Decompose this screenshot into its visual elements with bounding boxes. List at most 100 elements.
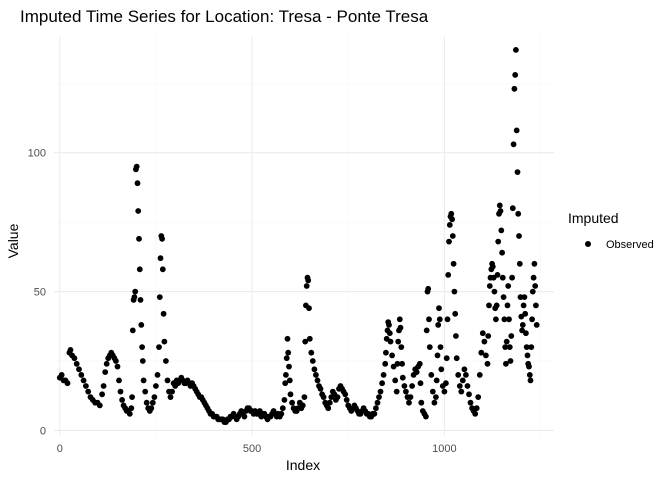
data-point <box>530 274 537 281</box>
data-point <box>453 333 459 339</box>
data-point <box>287 391 294 398</box>
data-point <box>527 377 534 384</box>
data-point <box>389 352 395 359</box>
data-point <box>309 358 316 364</box>
data-point <box>466 391 472 398</box>
data-point <box>163 358 169 364</box>
data-point <box>114 363 121 370</box>
data-point <box>499 249 505 256</box>
data-point <box>401 383 408 389</box>
x-tick-label: 0 <box>57 443 63 455</box>
data-point <box>149 399 156 406</box>
data-point <box>399 360 405 367</box>
data-point <box>326 399 333 406</box>
data-point <box>143 399 150 406</box>
data-point <box>134 180 141 187</box>
data-point <box>493 316 499 323</box>
data-point <box>467 399 474 406</box>
data-point <box>289 399 295 406</box>
data-point <box>407 394 414 400</box>
data-point <box>161 338 168 345</box>
data-point <box>83 383 89 389</box>
data-point <box>148 405 155 412</box>
data-point <box>433 377 440 384</box>
data-point <box>132 288 139 295</box>
data-point <box>499 274 506 281</box>
data-point <box>533 302 539 309</box>
data-point <box>129 327 136 334</box>
data-point <box>142 388 149 395</box>
data-point <box>303 283 310 289</box>
x-axis-ticks: 0 500 1000 <box>57 443 457 455</box>
data-point <box>129 394 136 400</box>
data-point <box>441 388 448 395</box>
data-point <box>483 352 489 359</box>
y-axis-label: Value <box>5 223 21 258</box>
data-point <box>313 372 319 378</box>
data-point <box>531 260 538 267</box>
data-point <box>167 394 174 400</box>
data-point <box>495 238 502 245</box>
data-point <box>437 344 444 350</box>
data-point <box>506 316 512 323</box>
data-point <box>137 297 144 303</box>
data-point <box>433 394 439 400</box>
data-point <box>283 355 290 362</box>
data-point <box>450 260 457 267</box>
data-point <box>159 266 166 273</box>
data-point <box>71 355 78 362</box>
data-point <box>498 227 505 234</box>
data-point <box>396 316 403 323</box>
data-point <box>417 380 424 387</box>
data-point <box>393 388 400 395</box>
data-point <box>241 413 248 420</box>
data-point <box>406 399 412 406</box>
data-point <box>486 302 492 309</box>
data-point <box>278 410 285 417</box>
data-point <box>395 338 402 345</box>
data-point <box>533 322 540 328</box>
data-point <box>76 366 82 373</box>
data-point <box>157 255 164 262</box>
data-point <box>449 216 455 223</box>
data-point <box>399 374 406 381</box>
data-point <box>136 266 143 273</box>
data-point <box>306 335 313 342</box>
data-point <box>103 360 110 367</box>
data-point <box>526 372 533 378</box>
data-point <box>153 383 159 389</box>
data-point <box>343 397 350 403</box>
data-point <box>279 405 286 412</box>
data-point <box>443 380 449 387</box>
data-point <box>455 372 462 378</box>
data-point <box>138 322 145 328</box>
data-point <box>464 383 471 389</box>
data-point <box>136 235 142 242</box>
data-point <box>116 377 122 384</box>
data-point <box>523 344 530 350</box>
data-point <box>403 388 409 395</box>
data-point <box>463 372 469 378</box>
data-point <box>301 394 308 400</box>
data-point <box>311 366 318 373</box>
data-point <box>511 85 518 92</box>
data-point <box>159 235 166 242</box>
data-point <box>418 399 425 406</box>
data-point <box>509 205 516 212</box>
data-point <box>435 322 442 328</box>
data-point <box>314 377 321 384</box>
data-point <box>532 283 539 289</box>
data-point <box>497 208 504 214</box>
data-point <box>494 272 501 278</box>
data-point <box>445 272 452 278</box>
data-point <box>508 333 515 339</box>
data-point <box>151 394 158 400</box>
data-point <box>489 263 496 270</box>
data-point <box>281 397 288 403</box>
data-point <box>67 347 74 353</box>
data-point <box>96 402 103 409</box>
data-point <box>128 405 135 412</box>
data-point <box>436 316 443 323</box>
data-point <box>529 316 535 323</box>
data-point <box>516 260 523 267</box>
